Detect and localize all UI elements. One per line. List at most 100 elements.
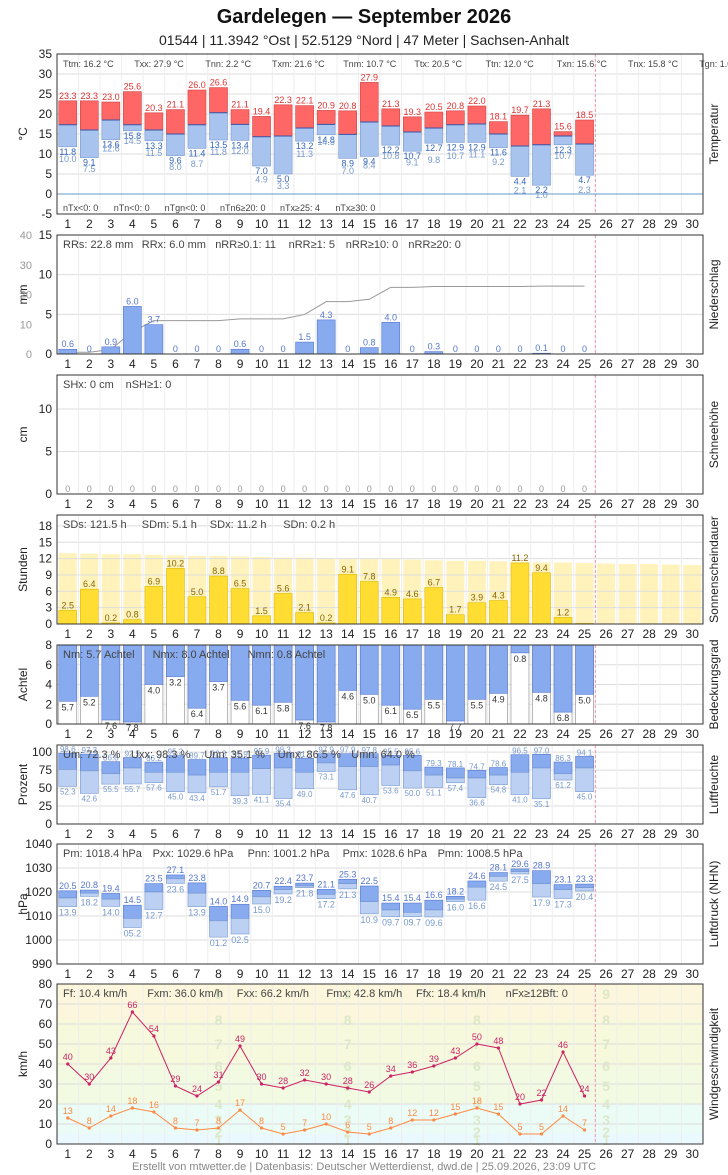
x-tick-label: 14 xyxy=(341,967,355,981)
precip-label: 4.3 xyxy=(320,310,333,320)
pressure-upper-bar xyxy=(316,889,336,895)
gust-label: 28 xyxy=(343,1076,353,1086)
x-tick-label: 9 xyxy=(237,217,244,231)
x-tick-label: 4 xyxy=(129,497,136,511)
tground-label: 12.0 xyxy=(231,146,249,156)
mean-wind-label: 7 xyxy=(194,1118,199,1128)
stat-label: Pnn: 1001.2 hPa xyxy=(248,848,331,860)
x-tick-label: 28 xyxy=(642,627,656,641)
mean-wind-point xyxy=(152,1110,156,1114)
x-tick-label: 26 xyxy=(599,357,613,371)
x-tick-label: 30 xyxy=(686,497,700,511)
humidity-lower-bar xyxy=(467,777,487,799)
humidity-min-label: 55.7 xyxy=(125,785,141,794)
precip-label: 0 xyxy=(216,344,221,354)
tground-label: 14.5 xyxy=(124,136,142,146)
tmin-label: 12.3 xyxy=(554,145,572,155)
x-tick-label: 30 xyxy=(686,357,700,371)
x-tick-label: 17 xyxy=(406,727,420,741)
tmax-label: 25.6 xyxy=(124,82,142,92)
x-tick-label: 6 xyxy=(172,217,179,231)
mean-wind-label: 16 xyxy=(149,1100,159,1110)
x-tick-label: 20 xyxy=(470,827,484,841)
gust-point xyxy=(346,1086,350,1090)
x-tick-label: 13 xyxy=(319,1147,333,1161)
x-tick-label: 28 xyxy=(642,497,656,511)
tmin-bar xyxy=(80,129,99,158)
pressure-lower-bar xyxy=(510,871,530,875)
humidity-min-label: 57.4 xyxy=(448,784,464,793)
tmax-label: 21.1 xyxy=(231,100,249,110)
x-tick-label: 17 xyxy=(406,1147,420,1161)
tmax-label: 21.1 xyxy=(167,100,185,110)
x-tick-label: 2 xyxy=(86,827,93,841)
tmax-label: 20.8 xyxy=(339,101,357,111)
mean-wind-point xyxy=(216,1126,221,1130)
gust-label: 28 xyxy=(278,1076,288,1086)
cloud-label: 6.1 xyxy=(255,706,268,716)
sunshine-bar xyxy=(58,610,78,625)
beaufort-label: 9 xyxy=(344,986,352,1002)
x-tick-label: 5 xyxy=(151,357,158,371)
cloud-label: 7.8 xyxy=(320,723,333,733)
pressure-lower-bar xyxy=(489,876,508,882)
tmin-bar xyxy=(316,124,336,136)
x-tick-label: 26 xyxy=(599,967,613,981)
stat-label: Pm: 1018.4 hPa xyxy=(63,848,143,860)
precip-label: 0 xyxy=(561,344,566,354)
pressure-lower-bar xyxy=(230,918,250,935)
pressure-max-label: 22.4 xyxy=(274,876,292,886)
tground-label: 9.8 xyxy=(428,155,441,165)
x-tick-label: 21 xyxy=(492,217,506,231)
x-tick-label: 14 xyxy=(341,727,355,741)
humidity-upper-bar xyxy=(144,761,164,773)
x-tick-label: 29 xyxy=(664,727,678,741)
tmin-label: 14.8 xyxy=(317,135,335,145)
y-tick-label: 0 xyxy=(45,617,52,631)
cloud-label: 5.6 xyxy=(234,701,247,711)
y-tick-label: 25 xyxy=(39,87,53,101)
humidity-lower-bar xyxy=(230,771,250,797)
x-tick-label: 7 xyxy=(194,967,201,981)
beaufort-label: 2 xyxy=(602,1124,610,1140)
mean-wind-point xyxy=(281,1132,285,1136)
x-tick-label: 14 xyxy=(341,627,355,641)
stat-label: Fxx: 66.2 km/h xyxy=(237,988,309,1000)
tmin-label: 13.5 xyxy=(210,140,228,150)
gust-label: 32 xyxy=(300,1068,310,1078)
y-tick-label: 0 xyxy=(45,1137,52,1151)
humidity-lower-bar xyxy=(252,768,271,795)
sunshine-bar xyxy=(273,593,293,625)
snow-label: 0 xyxy=(173,484,178,494)
cumulative-tick-label: 10 xyxy=(20,319,32,331)
x-tick-label: 20 xyxy=(470,1147,484,1161)
x-tick-label: 29 xyxy=(664,357,678,371)
x-tick-label: 26 xyxy=(599,627,613,641)
tmin-bar xyxy=(553,135,573,146)
x-tick-label: 12 xyxy=(298,497,312,511)
tmax-label: 23.3 xyxy=(59,91,77,101)
panel-frame xyxy=(56,983,704,1145)
precip-bar xyxy=(144,324,164,355)
pressure-min-label: 21.3 xyxy=(339,890,357,900)
x-tick-label: 8 xyxy=(215,827,222,841)
cloud-label: 0.8 xyxy=(514,654,527,664)
y-tick-label: 1020 xyxy=(25,885,52,899)
x-tick-label: 6 xyxy=(172,497,179,511)
tground-label: 11.5 xyxy=(145,148,162,158)
gust-label: 46 xyxy=(558,1040,568,1050)
pressure-upper-bar xyxy=(553,884,573,890)
stat-label: Ttm: 16.2 °C xyxy=(63,59,114,69)
gust-point xyxy=(303,1078,307,1082)
y-tick-label: 10 xyxy=(39,402,53,416)
humidity-max-label: 86.8 xyxy=(103,754,119,763)
x-tick-label: 25 xyxy=(578,357,592,371)
x-tick-label: 15 xyxy=(363,357,377,371)
y-axis-label: Achtel xyxy=(16,668,30,701)
x-tick-label: 15 xyxy=(363,827,377,841)
tmin-bar xyxy=(58,124,78,148)
possible-sunshine-bar xyxy=(575,562,594,624)
y-axis-label: Prozent xyxy=(16,763,30,805)
x-tick-label: 22 xyxy=(513,497,527,511)
mean-wind-point xyxy=(496,1112,501,1116)
